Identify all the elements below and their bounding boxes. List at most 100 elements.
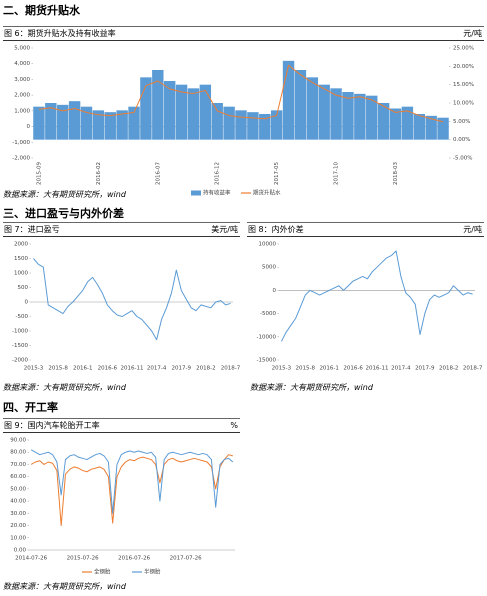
bar: [211, 103, 223, 140]
bar: [413, 114, 425, 140]
x-tick-label: 2015-3: [24, 366, 44, 372]
y-tick-label: -500: [16, 314, 29, 320]
x-tick-label: 2017-4: [391, 366, 411, 372]
y-tick-label: 70.00: [10, 462, 26, 468]
y-tick-label: 60.00: [10, 474, 26, 480]
source: 数据来源：大有期货研究所，wind: [3, 190, 126, 199]
figure-title: 图 7：进口盈亏: [4, 225, 60, 234]
y-tick-label: 5,000: [14, 46, 30, 52]
bar: [199, 84, 212, 140]
legend-label: 全钢胎: [94, 568, 111, 576]
bar: [128, 106, 140, 140]
bar: [45, 103, 57, 140]
chart: 90.00 80.00 70.00 60.00 50.00 40.00 30.00 20.00…: [10, 438, 235, 576]
bar: [425, 115, 437, 140]
x-tick-label: 2016-6: [98, 366, 118, 372]
x-tick-label: 2016-02: [96, 162, 102, 185]
x-tick-label: 2015-07-26: [67, 556, 99, 562]
x-tick-label: 2016-11: [366, 366, 389, 372]
y2-tick-label: 20.00%: [453, 64, 474, 70]
x-tick-label: 2016-1: [319, 366, 338, 372]
y-tick-label: 40.00: [10, 499, 26, 505]
bar: [342, 92, 354, 140]
x-tick-label: 2017-05: [274, 162, 280, 185]
y-tick-label: 5000: [262, 265, 276, 271]
x-tick-label: 2017-07-26: [170, 556, 202, 562]
bar: [92, 110, 105, 140]
y-tick-label: -5000: [260, 311, 276, 317]
x-tick-label: 2017-4: [147, 366, 167, 372]
y-tick-label: 2,000: [14, 93, 30, 99]
y-tick-label: 30.00: [10, 511, 26, 517]
figure: 图 7：进口盈亏 美元/吨 2000 1500 1000 500 0 -500 -1000 -1…: [3, 222, 240, 380]
line: [33, 258, 231, 341]
figure: 图 9：国内汽车轮胎开工率% 90.00 80.00 70.00 60.00 50.00…: [3, 418, 240, 580]
y-tick-label: -1,000: [12, 140, 30, 146]
bar: [354, 93, 366, 140]
y-tick-label: 20.00: [10, 523, 26, 529]
y-tick-label: 0: [25, 300, 29, 306]
x-tick-label: 2016-12: [215, 162, 221, 185]
x-tick-label: 2018-03: [393, 162, 399, 185]
bar: [140, 77, 152, 140]
x-tick-label: 2018-2: [196, 366, 215, 372]
x-tick-label: 2017-9: [172, 366, 192, 372]
bar: [330, 88, 342, 140]
x-tick-label: 2014-07-26: [15, 556, 47, 562]
x-tick-label: 2015-09: [36, 162, 42, 185]
y2-tick-label: 25.00%: [453, 46, 474, 52]
legend-label: 持有收益率: [203, 189, 231, 197]
legend-label: 期货升贴水: [253, 189, 281, 197]
bar: [401, 106, 414, 140]
figure-header: 图 9：国内汽车轮胎开工率%: [3, 418, 240, 433]
bar: [437, 117, 449, 140]
y-tick-label: 1500: [14, 256, 28, 262]
y-tick-label: 0: [27, 124, 31, 130]
figure-title: 图 8：内外价差: [248, 225, 304, 234]
line: [280, 250, 473, 342]
x-tick-label: 2018-2: [439, 366, 458, 372]
y2-tick-label: 5.00%: [453, 119, 470, 125]
y-tick-label: 80.00: [10, 450, 26, 456]
y-tick-label: 0: [273, 288, 277, 294]
y-tick-label: 10.00: [10, 535, 26, 541]
figure: 图 6：期货升贴水及持有收益率 元/吨 5,000 4,000 3,000 2,000 1…: [3, 26, 484, 201]
line: [30, 449, 234, 514]
y-tick-label: -1500: [12, 343, 28, 349]
y-tick-label: 1000: [14, 271, 28, 277]
y-tick-label: 1,000: [14, 108, 30, 114]
x-tick-label: 2016-1: [73, 366, 92, 372]
figure-title: 图 6：期货升贴水及持有收益率: [4, 29, 116, 38]
bar: [270, 110, 283, 140]
unit: 元/吨: [463, 225, 482, 234]
x-tick-label: 2016-07: [155, 162, 161, 185]
x-tick-label: 2017-10: [334, 162, 340, 185]
bar: [80, 106, 93, 140]
line: [30, 454, 233, 527]
chart: 5,000 4,000 3,000 2,000 1,000 0 -1,000 -2,000 25…: [12, 46, 474, 197]
x-tick-label: 2018-7: [221, 366, 240, 372]
figure-header: 图 8：内外价差 元/吨: [247, 222, 484, 237]
bar: [294, 70, 307, 140]
bar: [187, 88, 200, 140]
y2-tick-label: -5.00%: [453, 156, 472, 162]
y-tick-label: -15000: [257, 358, 277, 364]
section-heading: 三、进口盈亏与内外价差: [3, 207, 124, 220]
bar: [116, 110, 128, 140]
bar: [389, 108, 402, 140]
bar: [318, 84, 330, 140]
x-tick-label: 2016-11: [121, 366, 144, 372]
unit: 美元/吨: [211, 225, 238, 234]
figure-header: 图 7：进口盈亏 美元/吨: [3, 222, 240, 237]
y-tick-label: 90.00: [10, 438, 26, 444]
figure: 图 8：内外价差 元/吨 10000 5000 0 -5000 -10000 -15000 2…: [247, 222, 484, 380]
y-tick-label: 10000: [259, 242, 277, 248]
bar: [366, 95, 378, 140]
legend-swatch: [191, 190, 201, 196]
bar: [57, 104, 69, 140]
bar: [306, 77, 319, 140]
bar: [247, 112, 259, 140]
section-heading: 四、开工率: [3, 401, 58, 414]
